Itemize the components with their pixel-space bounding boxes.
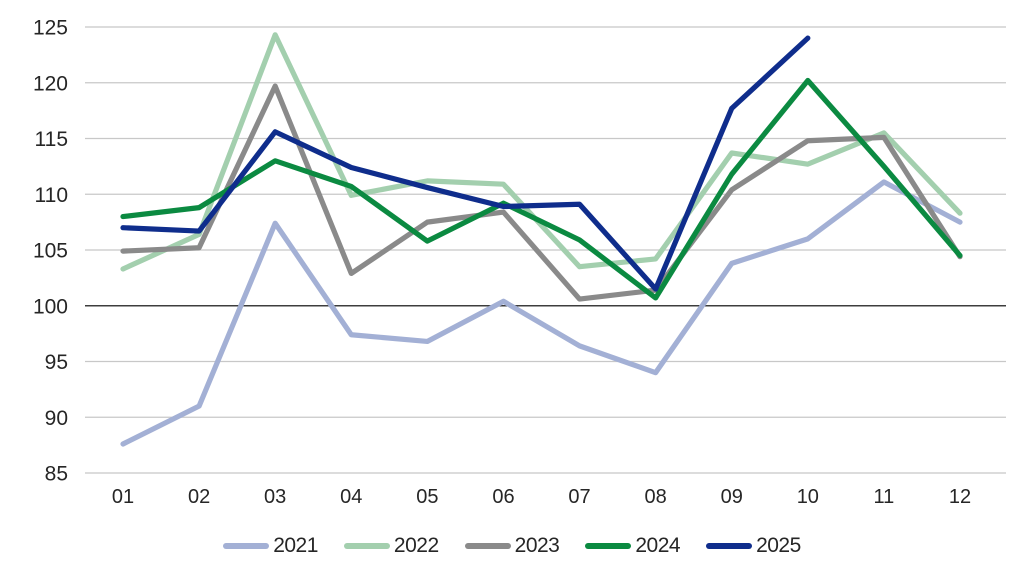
legend-label-2025: 2025 xyxy=(756,534,801,557)
legend-label-2022: 2022 xyxy=(393,534,439,557)
legend-swatch-2022 xyxy=(343,542,390,550)
x-axis-label-01: 01 xyxy=(112,486,134,508)
y-axis-tick-100: 100 xyxy=(33,295,68,318)
x-axis-label-12: 12 xyxy=(949,486,971,508)
x-axis-label-09: 09 xyxy=(721,486,743,508)
legend-item-2024: 2024 xyxy=(585,534,681,558)
x-axis-label-05: 05 xyxy=(416,486,438,508)
legend-swatch-2025 xyxy=(706,542,753,550)
y-axis-tick-110: 110 xyxy=(35,184,68,207)
y-axis-tick-120: 120 xyxy=(33,72,68,95)
x-axis-label-11: 11 xyxy=(874,486,895,508)
legend-label-2024: 2024 xyxy=(635,534,681,557)
x-axis-label-10: 10 xyxy=(797,486,819,508)
y-axis-tick-125: 125 xyxy=(33,17,68,40)
y-axis-tick-85: 85 xyxy=(45,463,68,486)
x-axis-label-07: 07 xyxy=(568,486,590,508)
series-line-2024 xyxy=(120,77,963,301)
x-axis-label-06: 06 xyxy=(492,486,514,508)
legend-item-2023: 2023 xyxy=(464,534,560,558)
y-axis-tick-95: 95 xyxy=(45,351,68,374)
y-axis-tick-115: 115 xyxy=(35,128,68,151)
legend-swatch-2024 xyxy=(585,542,632,550)
series-line-2025 xyxy=(120,35,811,292)
x-axis-label-02: 02 xyxy=(188,486,210,508)
series-line-2021 xyxy=(120,179,963,447)
x-axis-label-08: 08 xyxy=(645,486,667,508)
legend-item-2021: 2021 xyxy=(223,534,318,558)
legend-label-2023: 2023 xyxy=(514,534,560,557)
x-axis-label-04: 04 xyxy=(340,486,362,508)
series-line-2023 xyxy=(120,83,963,302)
series-line-2022 xyxy=(120,32,963,272)
legend: 2021 2022 2023 2024 2025 xyxy=(0,534,1024,558)
y-axis-tick-90: 90 xyxy=(45,407,68,430)
legend-item-2025: 2025 xyxy=(706,534,801,558)
legend-swatch-2021 xyxy=(223,542,270,550)
legend-item-2022: 2022 xyxy=(343,534,439,558)
legend-swatch-2023 xyxy=(464,542,511,550)
y-axis-tick-105: 105 xyxy=(33,240,68,263)
legend-label-2021: 2021 xyxy=(273,534,318,557)
x-axis-label-03: 03 xyxy=(264,486,286,508)
